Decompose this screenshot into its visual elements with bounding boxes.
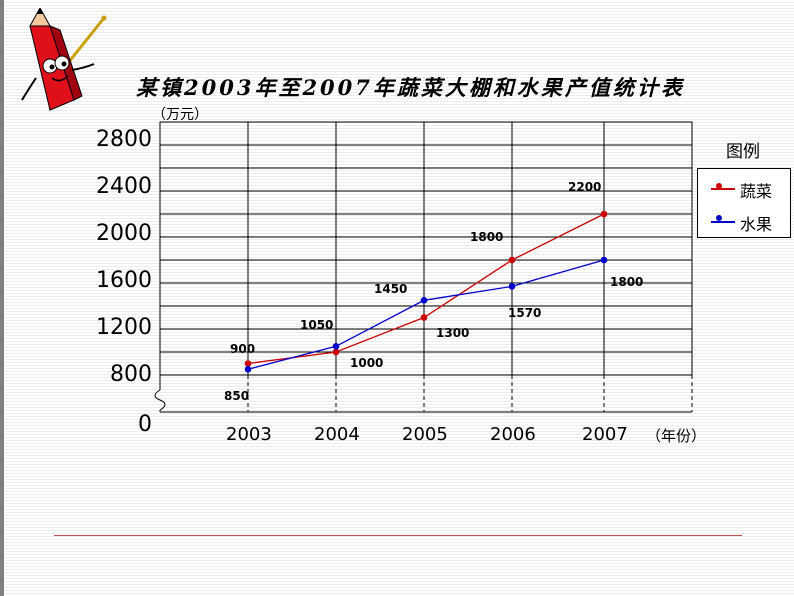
legend-label-fruit: 水果 <box>740 215 773 234</box>
data-label-vegetables: 1000 <box>350 356 384 370</box>
data-point-vegetables <box>420 314 428 321</box>
y-tick-label: 800 <box>110 362 152 387</box>
data-label-fruit: 1450 <box>374 282 408 297</box>
legend-title: 图例 <box>726 142 760 162</box>
legend-box <box>697 168 791 238</box>
data-label-fruit: 1050 <box>300 318 334 333</box>
series-line-fruit <box>247 259 605 370</box>
data-label-vegetables: 2200 <box>568 180 602 194</box>
data-label-fruit: 1570 <box>508 306 542 321</box>
data-point-fruit <box>508 283 516 290</box>
legend-label-vegetables: 蔬菜 <box>740 182 773 201</box>
x-tick-label: 2004 <box>314 424 360 445</box>
y-tick-label: 1200 <box>96 315 152 340</box>
data-point-fruit <box>244 366 252 373</box>
series-line-vegetables <box>247 213 605 365</box>
y-tick-label: 2400 <box>96 174 152 199</box>
legend-line-fruit <box>711 221 735 223</box>
pencil-mascot-icon <box>21 8 107 111</box>
footer-divider <box>54 535 742 536</box>
left-edge-bar <box>0 0 4 596</box>
data-point-fruit <box>332 343 340 350</box>
data-point-fruit <box>420 297 428 304</box>
data-point-fruit <box>600 256 608 264</box>
x-axis-unit: （年份） <box>646 427 707 445</box>
y-axis-unit: （万元） <box>152 107 208 123</box>
data-point-vegetables <box>332 348 340 356</box>
data-label-fruit: 1800 <box>610 275 644 289</box>
data-point-vegetables <box>600 210 608 218</box>
legend-marker-vegetables <box>716 183 722 189</box>
x-tick-label: 2006 <box>490 424 536 445</box>
data-label-vegetables: 1800 <box>470 230 504 244</box>
x-tick-label: 2003 <box>226 424 272 445</box>
data-point-vegetables <box>244 360 252 367</box>
y-tick-label: 2000 <box>96 221 152 246</box>
data-label-vegetables: 1300 <box>436 325 470 340</box>
plot-frame <box>159 121 693 376</box>
data-label-vegetables: 900 <box>230 341 256 356</box>
legend-line-vegetables <box>711 188 735 190</box>
y-tick-label: 2800 <box>96 127 152 152</box>
y-tick-label: 1600 <box>96 268 152 293</box>
data-point-vegetables <box>508 256 516 264</box>
y-axis-break-mark <box>154 389 166 411</box>
y-tick-label: 0 <box>138 412 152 437</box>
data-label-fruit: 850 <box>224 389 250 404</box>
chart-title: 某镇2003年至2007年蔬菜大棚和水果产值统计表 <box>136 75 685 100</box>
x-tick-label: 2007 <box>582 424 628 445</box>
x-tick-label: 2005 <box>402 424 448 445</box>
legend-marker-fruit <box>716 215 722 221</box>
